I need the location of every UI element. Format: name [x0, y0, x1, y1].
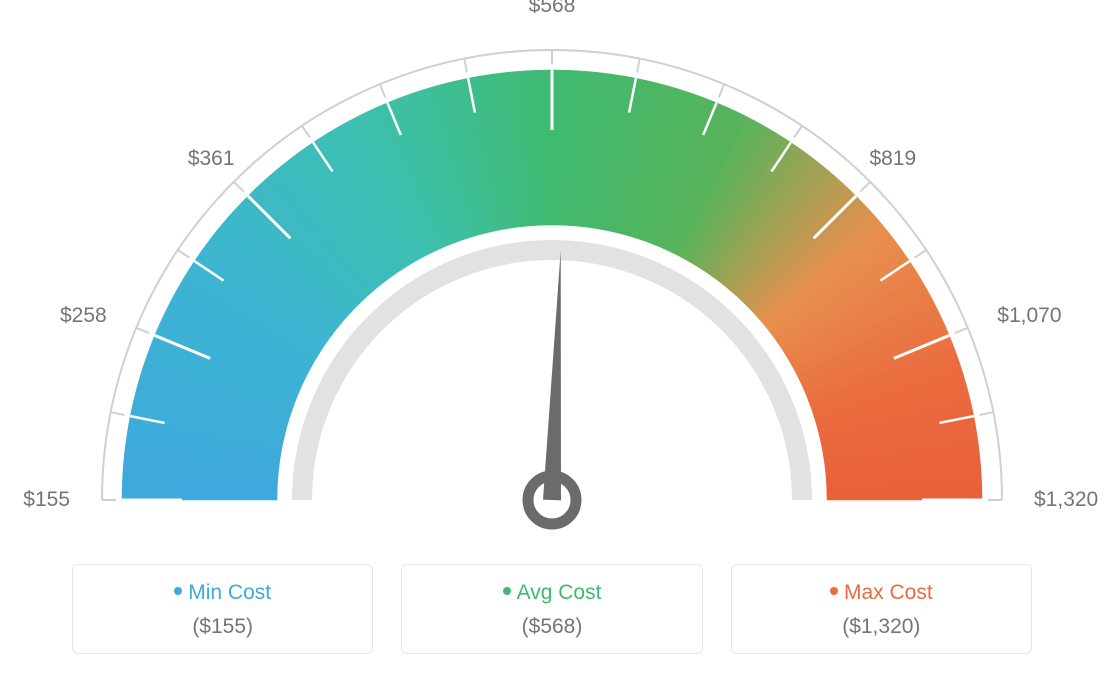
legend-card: Min Cost ($155) — [72, 564, 373, 654]
tick-label: $258 — [60, 304, 107, 328]
legend-value: ($568) — [402, 615, 701, 639]
tick-label: $1,320 — [1034, 488, 1098, 512]
legend-card: Avg Cost ($568) — [401, 564, 702, 654]
legend-title: Min Cost — [73, 581, 372, 605]
tick-label: $155 — [23, 488, 70, 512]
legend-row: Min Cost ($155) Avg Cost ($568) Max Cost ($1,… — [72, 564, 1032, 654]
legend-value: ($155) — [73, 615, 372, 639]
gauge-svg — [0, 0, 1104, 560]
needle — [543, 250, 561, 500]
legend-card: Max Cost ($1,320) — [731, 564, 1032, 654]
gauge-chart-container: $155 $258 $361 $568 $819 $1,070 $1,320 Min Cos… — [0, 0, 1104, 690]
legend-title-text: Avg Cost — [517, 581, 602, 604]
legend-title-text: Min Cost — [188, 581, 271, 604]
legend-dot — [174, 587, 182, 595]
legend-title: Avg Cost — [402, 581, 701, 605]
tick-label: $819 — [869, 147, 916, 171]
legend-dot — [503, 587, 511, 595]
tick-label: $1,070 — [997, 304, 1061, 328]
tick-label: $361 — [188, 147, 235, 171]
legend-title-text: Max Cost — [844, 581, 933, 604]
tick-label: $568 — [529, 0, 576, 18]
legend-dot — [830, 587, 838, 595]
gauge-wrapper: $155 $258 $361 $568 $819 $1,070 $1,320 — [0, 0, 1104, 560]
legend-title: Max Cost — [732, 581, 1031, 605]
legend-value: ($1,320) — [732, 615, 1031, 639]
